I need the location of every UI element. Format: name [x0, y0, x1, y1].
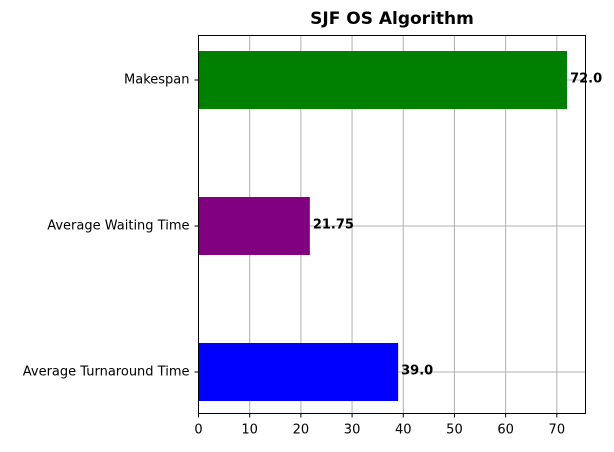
axes: [198, 35, 586, 414]
x-tick-label: 50: [446, 423, 463, 438]
bar-value-label: 72.0: [570, 72, 602, 87]
y-tick-label: Average Waiting Time: [47, 219, 189, 234]
x-tick-label: 40: [395, 423, 412, 438]
bar: [198, 197, 310, 255]
x-tick-label: 60: [497, 423, 514, 438]
x-tick-label: 70: [549, 423, 566, 438]
x-tick-label: 0: [194, 423, 202, 438]
x-tick-label: 10: [241, 423, 258, 438]
bar-value-label: 39.0: [401, 364, 433, 379]
chart-title: SJF OS Algorithm: [310, 9, 474, 29]
plot-frame: [198, 35, 586, 414]
x-tick-label: 20: [293, 423, 310, 438]
x-tick-label: 30: [344, 423, 361, 438]
data-labels: 39.0 21.75 72.0: [313, 72, 602, 379]
y-axis-ticks: Average Turnaround Time Average Waiting T…: [23, 73, 199, 380]
bars: [198, 51, 568, 401]
y-tick-label: Average Turnaround Time: [23, 365, 190, 380]
bar: [198, 51, 568, 109]
x-axis-ticks: 0 10 20 30 40 50 60 70: [194, 413, 566, 438]
bar: [198, 343, 399, 401]
y-tick-label: Makespan: [124, 73, 189, 88]
bar-value-label: 21.75: [313, 218, 354, 233]
